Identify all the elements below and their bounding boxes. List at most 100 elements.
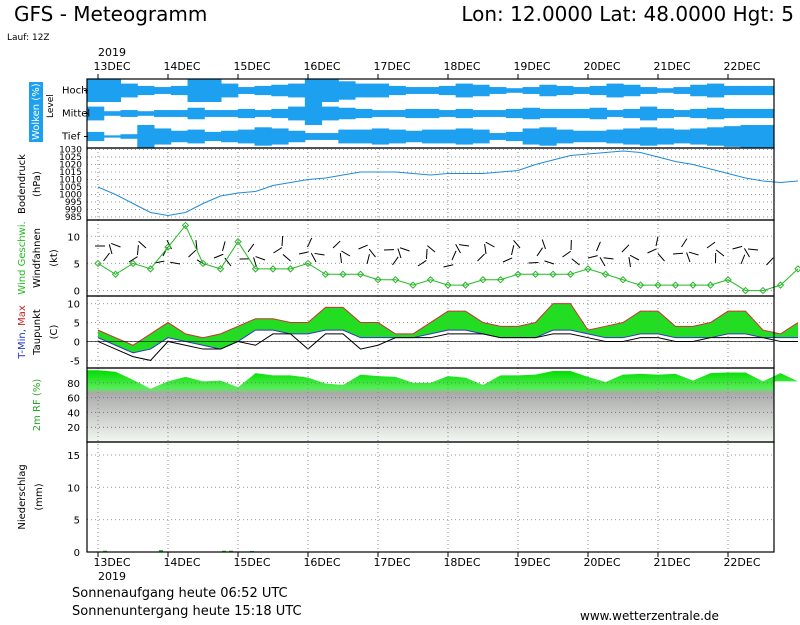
wind-barb — [748, 248, 759, 251]
wind-barb — [544, 260, 555, 265]
top-year-label: 2019 — [98, 46, 126, 59]
cloud-cell-mittel — [405, 108, 423, 119]
cloud-cell-mittel — [673, 110, 691, 117]
cloud-cell-mittel — [690, 108, 708, 119]
pressure-tick-label: 995 — [65, 198, 82, 208]
cloud-cell-tief — [757, 125, 775, 148]
top-date-label: 16DEC — [303, 60, 340, 73]
cloud-cell-tief — [673, 129, 691, 144]
cloud-cell-mittel — [237, 108, 256, 119]
cloud-cell-mittel — [757, 108, 775, 119]
wind-barb — [657, 253, 665, 262]
wind-frame — [86, 219, 775, 297]
cloud-ylabel: Wolken (%) — [31, 83, 42, 140]
cloud-cell-mittel — [154, 110, 172, 117]
wind-barb — [536, 247, 544, 257]
cloud-cell-mittel — [338, 107, 356, 120]
cloud-cell-mittel — [204, 110, 222, 117]
cloud-cell-tief — [422, 129, 440, 144]
cloud-cell-tief — [455, 128, 473, 145]
humidity-tick-label: 20 — [67, 423, 80, 434]
pressure-tick-label: 1020 — [59, 161, 82, 171]
wind-barb — [332, 240, 341, 249]
wind-speed-point — [601, 270, 610, 278]
wind-speed-point — [584, 265, 592, 273]
cloud-cell-mittel — [271, 108, 289, 119]
cloud-cell-mittel — [572, 108, 591, 119]
wind-speed-point — [689, 281, 697, 289]
wind-speed-point — [741, 286, 750, 295]
cloud-cell-hoch — [338, 81, 356, 100]
cloud-cell-mittel — [187, 107, 205, 120]
wind-barb — [255, 256, 266, 261]
chart-title: GFS - Meteogramm — [14, 2, 208, 26]
wind-barb — [426, 248, 428, 260]
wind-speed-point — [339, 270, 347, 278]
cloud-cell-hoch — [355, 83, 373, 98]
wind-speed-point — [181, 221, 190, 230]
cloud-cell-tief — [556, 129, 574, 144]
website-link[interactable]: www.wetterzentrale.de — [580, 609, 719, 623]
wind-barb — [541, 239, 546, 250]
wind-speed-point — [461, 281, 470, 289]
cloud-cell-hoch — [505, 88, 524, 93]
precip-bar — [103, 550, 107, 552]
cloud-cell-mittel — [137, 111, 155, 116]
cloud-cell-hoch — [321, 79, 339, 102]
precip-tick-label: 5 — [74, 516, 80, 527]
cloud-cell-mittel — [103, 111, 122, 116]
cloud-cell-tief — [321, 133, 339, 140]
cloud-cell-tief — [87, 131, 105, 142]
cloud-cell-hoch — [103, 79, 122, 102]
wind-barb — [599, 257, 606, 267]
cloud-cell-tief — [355, 129, 373, 144]
humidity-tick-label: 40 — [67, 408, 80, 419]
cloud-cell-tief — [589, 130, 607, 143]
wind-barb — [366, 254, 370, 265]
wind-speed-line — [97, 224, 799, 292]
wind-barb — [307, 237, 313, 248]
wind-barb — [484, 244, 487, 255]
cloud-cell-hoch — [371, 83, 390, 98]
cloud-cell-mittel — [388, 110, 406, 117]
wind-barb — [224, 257, 232, 267]
cloud-cell-mittel — [288, 106, 306, 121]
wind-barb — [427, 245, 436, 253]
cloud-cell-mittel — [656, 108, 674, 119]
cloud-cell-mittel — [589, 107, 607, 120]
sunrise-text: Sonnenaufgang heute 06:52 UTC — [72, 586, 288, 601]
wind-speed-point — [164, 243, 172, 251]
cloud-cell-mittel — [422, 108, 440, 119]
wind-speed-point — [321, 270, 330, 278]
top-date-label: 14DEC — [163, 60, 200, 73]
temp-tick-label: 10 — [67, 300, 80, 311]
cloud-level-label: Tief — [61, 132, 81, 143]
cloud-cell-tief — [572, 130, 591, 143]
precip-yunit: (mm) — [34, 483, 45, 510]
precip-bar — [222, 550, 226, 552]
temp-yunit: (C) — [49, 325, 60, 340]
location-coordinates: Lon: 12.0000 Lat: 48.0000 Hgt: 5 — [461, 2, 794, 26]
wind-barb — [222, 241, 226, 252]
cloud-cell-hoch — [87, 79, 105, 102]
wind-barb — [766, 257, 774, 266]
pressure-line — [97, 150, 799, 217]
cloud-cell-tief — [489, 133, 507, 140]
cloud-cell-mittel — [556, 108, 574, 119]
wind-barb — [603, 257, 614, 260]
wind-barb — [688, 251, 699, 256]
wind-speed-point — [391, 276, 400, 284]
wind-barb — [571, 258, 580, 266]
cloud-cell-hoch — [288, 83, 306, 98]
cloud-cell-tief — [438, 129, 457, 144]
wind-barb — [339, 253, 342, 264]
cloud-cell-hoch — [472, 84, 490, 97]
wind-barb — [647, 248, 657, 254]
cloud-cell-hoch — [221, 83, 239, 98]
cloud-cell-tief — [120, 134, 138, 139]
cloud-cell-tief — [304, 133, 323, 140]
bottom-date-label: 17DEC — [373, 556, 410, 569]
sunset-text: Sonnenuntergang heute 15:18 UTC — [72, 604, 302, 619]
cloud-cell-hoch — [673, 87, 691, 94]
bottom-year-label: 2019 — [98, 570, 126, 583]
